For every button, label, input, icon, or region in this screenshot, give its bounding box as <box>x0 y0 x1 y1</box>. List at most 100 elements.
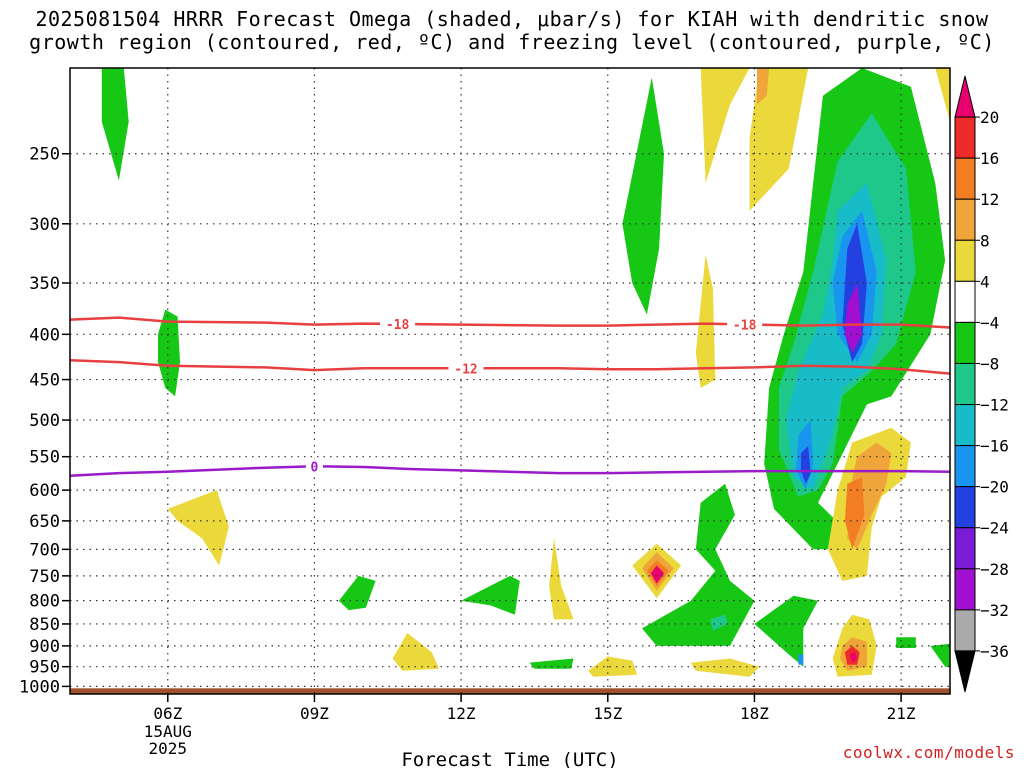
omega-region-9 <box>622 77 664 315</box>
x-tick-label-18Z: 18Z <box>740 704 769 723</box>
y-tick-label-700: 700 <box>29 540 60 560</box>
omega-region-40 <box>935 68 950 122</box>
colorbar-label-10: −24 <box>980 519 1009 538</box>
colorbar-bin-14 <box>954 650 976 693</box>
colorbar-bin-9 <box>954 445 976 488</box>
grid-lines <box>70 68 950 694</box>
colorbar-label-2: 12 <box>980 190 999 209</box>
x-tick-label-15Z: 15Z <box>593 704 622 723</box>
omega-region-38 <box>896 637 916 648</box>
chart-title: 2025081504 HRRR Forecast Omega (shaded, … <box>0 8 1024 54</box>
y-tick-label-500: 500 <box>29 411 60 431</box>
omega-region-3 <box>338 575 376 611</box>
contour-line-1 <box>70 359 950 375</box>
colorbar-label-13: −36 <box>980 642 1009 661</box>
colorbar-label-5: −4 <box>980 313 999 332</box>
contour-line-0 <box>70 316 950 329</box>
x-tick-label-09Z: 09Z <box>300 704 329 723</box>
omega-region-18 <box>690 658 760 677</box>
omega-region-0 <box>101 68 129 181</box>
colorbar-label-3: 8 <box>980 231 990 250</box>
colorbar-bin-13 <box>954 609 976 652</box>
y-tick-label-600: 600 <box>29 481 60 501</box>
colorbar-bin-10 <box>954 486 976 529</box>
colorbar-label-9: −20 <box>980 478 1009 497</box>
colorbar-bin-3 <box>954 198 976 241</box>
colorbar-bin-1 <box>954 116 976 159</box>
plot-frame <box>69 67 951 695</box>
title-line-1: 2025081504 HRRR Forecast Omega (shaded, … <box>35 7 989 31</box>
colorbar-label-4: 4 <box>980 272 990 291</box>
colorbar-bin-12 <box>954 568 976 611</box>
omega-region-39 <box>930 643 950 667</box>
omega-region-10 <box>642 483 755 646</box>
colorbar-bin-7 <box>954 362 976 406</box>
x-tick-label-12Z: 12Z <box>447 704 476 723</box>
y-tick-label-550: 550 <box>29 448 60 468</box>
omega-region-2 <box>167 490 229 566</box>
contour-label-0-1: -18 <box>733 318 757 333</box>
contour-label-bg-0-1 <box>727 316 763 333</box>
colorbar: 20 16 12 8 4 −4 −8 −12 −16 −20 −24 −28 −32 −36 <box>954 75 1009 693</box>
y-tick-label-450: 450 <box>29 371 60 391</box>
omega-region-36 <box>849 652 858 663</box>
x-tick-sublabel-1: 2025 <box>149 739 188 758</box>
credit-text: coolwx.com/models <box>843 743 1015 762</box>
colorbar-bin-2 <box>954 157 976 200</box>
contour-label-bg-2-0 <box>305 458 323 475</box>
omega-region-8 <box>588 656 638 677</box>
y-tick-label-750: 750 <box>29 567 60 587</box>
omega-region-5 <box>461 575 520 615</box>
omega-region-6 <box>529 658 574 669</box>
contour-label-bg-0-0 <box>380 315 416 332</box>
x-tick-label-21Z: 21Z <box>887 704 916 723</box>
omega-region-27 <box>844 283 862 354</box>
colorbar-bin-0 <box>954 75 976 118</box>
x-tick-sublabel-0: 15AUG <box>144 722 192 741</box>
colorbar-bin-6 <box>954 321 976 364</box>
x-tick-label-06Z: 06Z <box>153 704 182 723</box>
omega-region-16 <box>695 254 716 388</box>
colorbar-label-12: −32 <box>980 601 1009 620</box>
ground-bar <box>70 688 950 694</box>
omega-region-15 <box>710 614 728 631</box>
y-tick-label-950: 950 <box>29 658 60 678</box>
y-tick-label-400: 400 <box>29 325 60 345</box>
colorbar-label-0: 20 <box>980 108 999 127</box>
title-line-2: growth region (contoured, red, ºC) and f… <box>29 30 995 54</box>
contour-label-1-0: -12 <box>454 362 477 377</box>
omega-region-19 <box>754 595 818 667</box>
contour-label-2-0: 0 <box>311 460 319 475</box>
y-tick-label-800: 800 <box>29 592 60 612</box>
y-tick-label-350: 350 <box>29 274 60 294</box>
temperature-contours: -18 -18 -12 0 <box>70 315 950 478</box>
omega-region-4 <box>392 632 440 671</box>
omega-region-1 <box>158 309 180 397</box>
y-tick-label-1000: 1000 <box>19 677 60 697</box>
contour-label-bg-1-0 <box>448 360 484 377</box>
omega-region-7 <box>549 538 574 620</box>
colorbar-label-6: −8 <box>980 354 999 373</box>
y-tick-label-650: 650 <box>29 512 60 532</box>
colorbar-bin-4 <box>954 239 976 282</box>
omega-region-14 <box>650 565 664 584</box>
colorbar-bin-5 <box>954 280 976 323</box>
colorbar-bin-11 <box>954 527 976 570</box>
omega-region-17 <box>700 68 750 184</box>
contour-line-2 <box>70 465 950 478</box>
y-axis: 2503003504004505005506006507007508008509… <box>19 145 70 697</box>
colorbar-label-7: −12 <box>980 396 1009 415</box>
colorbar-label-1: 16 <box>980 149 999 168</box>
y-tick-label-250: 250 <box>29 145 60 165</box>
omega-region-37 <box>798 654 804 665</box>
omega-region-29 <box>800 446 811 484</box>
y-tick-label-900: 900 <box>29 637 60 657</box>
omega-region-32 <box>844 477 865 550</box>
x-axis-label: Forecast Time (UTC) <box>401 749 618 768</box>
contour-label-0-0: -18 <box>386 318 410 333</box>
omega-shading <box>101 68 950 677</box>
colorbar-bin-8 <box>954 404 976 447</box>
omega-region-20 <box>749 68 809 211</box>
